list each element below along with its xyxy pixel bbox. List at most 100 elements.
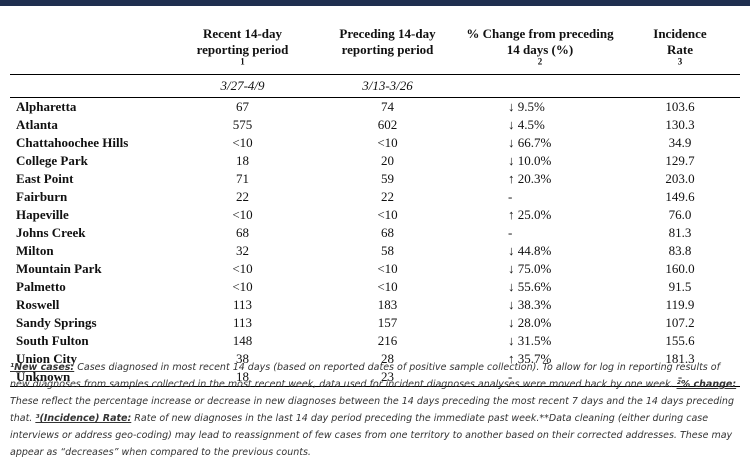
- preceding-count: 58: [381, 243, 394, 258]
- recent-count: 32: [236, 243, 249, 258]
- header-incidence: Incidence Rate 3: [620, 26, 740, 75]
- incidence-rate: 160.0: [665, 261, 695, 276]
- preceding-count: 157: [377, 315, 398, 330]
- recent-count: 113: [232, 297, 253, 312]
- percent-change: ↑ 20.3%: [508, 171, 552, 186]
- recent-count: 68: [236, 225, 249, 240]
- row-name: Roswell: [16, 297, 60, 312]
- table-row: Unknown 18 23- -: [10, 368, 740, 387]
- preceding-count: <10: [377, 279, 398, 294]
- table-row: Fairburn 22 22 - 149.6: [10, 188, 740, 206]
- preceding-count: 183: [377, 297, 398, 312]
- date-recent: 3/27-4/9: [170, 74, 315, 98]
- row-name: East Point: [16, 171, 74, 186]
- percent-change: ↓ 44.8%: [508, 243, 552, 258]
- percent-change: -: [508, 225, 513, 240]
- preceding-count: 28: [381, 351, 394, 366]
- header-preceding: Preceding 14-day reporting period: [315, 26, 460, 75]
- row-name: Palmetto: [16, 279, 66, 294]
- table-row: College Park 18 20 ↓ 10.0% 129.7: [10, 152, 740, 170]
- header-bar: [0, 0, 750, 6]
- incidence-rate: 129.7: [665, 153, 695, 168]
- percent-change: ↓ 66.7%: [508, 135, 552, 150]
- incidence-rate: 203.0: [665, 171, 695, 186]
- row-name: Atlanta: [16, 117, 58, 132]
- table-row: Sandy Springs 113 157 ↓ 28.0% 107.2: [10, 314, 740, 332]
- header-recent: Recent 14-day reporting period 1: [170, 26, 315, 75]
- percent-change: ↓ 28.0%: [508, 315, 552, 330]
- table-row: Atlanta 575 602 ↓ 4.5% 130.3: [10, 116, 740, 134]
- preceding-count: <10: [377, 135, 398, 150]
- incidence-rate: -: [620, 368, 740, 387]
- table-row: Chattahoochee Hills <10 <10 ↓ 66.7% 34.9: [10, 134, 740, 152]
- table-row: Roswell 113 183 ↓ 38.3% 119.9: [10, 296, 740, 314]
- footnote-text-new-cases: Cases diagnosed in most recent 14 days (…: [10, 362, 720, 390]
- preceding-count: 59: [381, 171, 394, 186]
- cases-table: Recent 14-day reporting period 1 Precedin…: [10, 26, 740, 387]
- row-name: Johns Creek: [16, 225, 86, 240]
- preceding-count: <10: [377, 261, 398, 276]
- recent-count: <10: [232, 207, 253, 222]
- date-blank-3: [620, 74, 740, 98]
- incidence-rate: 181.3: [665, 351, 695, 366]
- incidence-rate: 155.6: [665, 333, 695, 348]
- preceding-count: <10: [377, 207, 398, 222]
- preceding-count: 22: [381, 189, 394, 204]
- percent-change: -: [508, 189, 513, 204]
- footnote-term-change: ²% change:: [676, 379, 737, 390]
- recent-count: 113: [232, 315, 253, 330]
- preceding-count: 20: [381, 153, 394, 168]
- percent-change: ↓ 9.5%: [508, 99, 545, 114]
- table-row: Johns Creek 68 68 - 81.3: [10, 224, 740, 242]
- date-range-row: 3/27-4/9 3/13-3/26: [10, 74, 740, 98]
- date-blank-2: [460, 74, 620, 98]
- incidence-rate: 107.2: [665, 315, 695, 330]
- recent-count: 71: [236, 171, 249, 186]
- footnote-text-change: These reflect the percentage increase or…: [10, 396, 734, 424]
- table-row: South Fulton 148 216 ↓ 31.5% 155.6: [10, 332, 740, 350]
- row-name: College Park: [16, 153, 88, 168]
- table-row: Mountain Park <10 <10 ↓ 75.0% 160.0: [10, 260, 740, 278]
- percent-change: ↑ 35.7%: [508, 351, 552, 366]
- incidence-rate: 76.0: [668, 207, 692, 222]
- date-preceding: 3/13-3/26: [315, 74, 460, 98]
- preceding-count: 216: [377, 333, 398, 348]
- footnote: ¹New cases: Cases diagnosed in most rece…: [10, 359, 740, 461]
- recent-count: 575: [232, 117, 253, 132]
- recent-count: 18: [170, 368, 315, 387]
- recent-count: 148: [232, 333, 253, 348]
- percent-change: ↓ 31.5%: [508, 333, 552, 348]
- recent-count: 38: [236, 351, 249, 366]
- row-name: Sandy Springs: [16, 315, 97, 330]
- recent-count: <10: [232, 135, 253, 150]
- table-row: Union City 38 28 ↑ 35.7% 181.3: [10, 350, 740, 368]
- incidence-rate: 130.3: [665, 117, 695, 132]
- table-row: Palmetto <10 <10 ↓ 55.6% 91.5: [10, 278, 740, 296]
- row-name: South Fulton: [16, 333, 89, 348]
- table-row: Alpharetta 67 74 ↓ 9.5% 103.6: [10, 98, 740, 117]
- incidence-rate: 103.6: [665, 99, 695, 114]
- percent-change: ↓ 55.6%: [508, 279, 552, 294]
- row-name: Chattahoochee Hills: [16, 135, 129, 150]
- recent-count: 67: [236, 99, 249, 114]
- percent-change: ↓ 4.5%: [508, 117, 545, 132]
- table-row: Milton 32 58 ↓ 44.8% 83.8: [10, 242, 740, 260]
- percent-change: ↓ 10.0%: [508, 153, 552, 168]
- table-row: Hapeville <10 <10 ↑ 25.0% 76.0: [10, 206, 740, 224]
- row-name: Mountain Park: [16, 261, 102, 276]
- percent-change: -: [460, 368, 620, 387]
- row-name: Union City: [16, 351, 78, 366]
- incidence-rate: 83.8: [668, 243, 692, 258]
- footnote-term-new-cases: ¹New cases:: [10, 362, 75, 373]
- row-name: Hapeville: [16, 207, 69, 222]
- recent-count: <10: [232, 279, 253, 294]
- incidence-rate: 119.9: [665, 297, 695, 312]
- row-name: Milton: [16, 243, 54, 258]
- percent-change: ↓ 38.3%: [508, 297, 552, 312]
- footnote-term-rate: ³(Incidence) Rate:: [35, 413, 132, 424]
- column-header-row: Recent 14-day reporting period 1 Precedin…: [10, 26, 740, 75]
- row-name: Alpharetta: [16, 99, 77, 114]
- preceding-count: 602: [377, 117, 398, 132]
- preceding-count: 74: [381, 99, 394, 114]
- row-name: Fairburn: [16, 189, 68, 204]
